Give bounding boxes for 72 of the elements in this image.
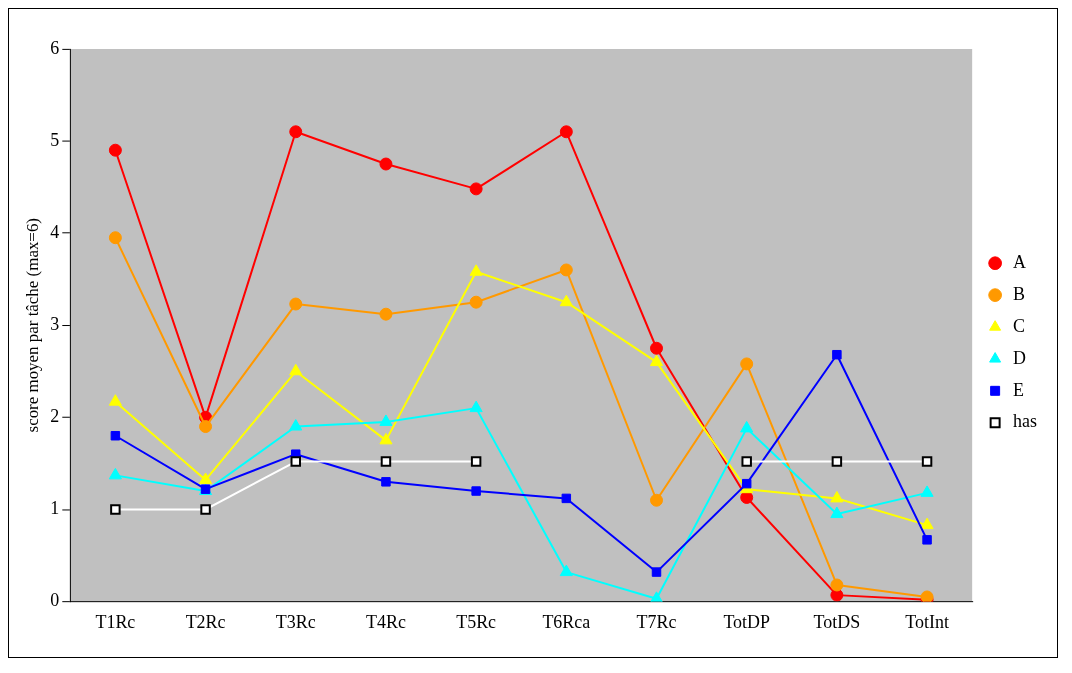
point bbox=[559, 263, 573, 277]
point bbox=[469, 264, 483, 276]
point bbox=[650, 493, 663, 507]
point bbox=[108, 143, 122, 157]
x-tick-label: T2Rc bbox=[185, 612, 226, 633]
y-tick-label: 4 bbox=[50, 221, 60, 242]
y-tick-label: 3 bbox=[50, 313, 60, 334]
y-tick-label: 0 bbox=[50, 590, 60, 611]
point bbox=[469, 182, 483, 196]
point bbox=[289, 363, 303, 376]
point bbox=[380, 456, 392, 467]
x-tick-label: T3Rc bbox=[275, 612, 316, 633]
point bbox=[561, 493, 572, 504]
legend-label: D bbox=[1013, 347, 1027, 368]
point bbox=[740, 420, 754, 433]
point bbox=[649, 354, 664, 367]
point bbox=[108, 231, 122, 245]
point bbox=[650, 341, 663, 355]
y-tick-label: 5 bbox=[50, 129, 60, 150]
point bbox=[921, 456, 933, 467]
point bbox=[200, 504, 211, 515]
x-tick-label: TotDP bbox=[723, 612, 771, 633]
legend-label: has bbox=[1013, 411, 1038, 432]
point bbox=[830, 490, 844, 503]
point bbox=[740, 357, 754, 371]
point bbox=[290, 456, 301, 467]
point bbox=[559, 564, 573, 577]
point bbox=[108, 394, 122, 406]
point bbox=[469, 295, 483, 309]
point bbox=[108, 467, 122, 480]
y-axis-title: score moyen par tâche (max=6) bbox=[22, 217, 42, 433]
legend-label: B bbox=[1013, 283, 1026, 304]
x-tick-label: T4Rc bbox=[366, 612, 406, 633]
point bbox=[559, 294, 573, 307]
point bbox=[741, 478, 752, 489]
point bbox=[831, 456, 843, 467]
point bbox=[289, 297, 303, 311]
x-tick-label: T5Rc bbox=[456, 612, 497, 633]
point bbox=[379, 432, 393, 445]
legend-label: A bbox=[1013, 251, 1027, 272]
point bbox=[470, 456, 482, 467]
point bbox=[651, 567, 662, 577]
point bbox=[830, 506, 844, 519]
point bbox=[379, 414, 393, 426]
y-tick-label: 1 bbox=[50, 498, 60, 519]
point bbox=[741, 456, 752, 467]
point bbox=[199, 420, 213, 434]
point bbox=[289, 125, 303, 139]
point bbox=[920, 485, 934, 497]
x-tick-label: TotInt bbox=[905, 612, 949, 633]
point bbox=[832, 349, 842, 360]
point bbox=[110, 504, 121, 515]
x-tick-label: T1Rc bbox=[95, 612, 136, 633]
point bbox=[920, 517, 934, 530]
point bbox=[379, 157, 393, 171]
x-tick-label: T6Rca bbox=[542, 612, 591, 633]
y-tick-label: 6 bbox=[50, 37, 60, 58]
point bbox=[199, 472, 213, 484]
point bbox=[922, 535, 932, 545]
point bbox=[559, 125, 573, 139]
point bbox=[110, 431, 121, 441]
legend-label: C bbox=[1013, 315, 1026, 336]
point bbox=[381, 477, 391, 487]
legend-label: E bbox=[1013, 379, 1025, 400]
point bbox=[289, 419, 303, 431]
x-tick-label: TotDS bbox=[813, 612, 861, 633]
point bbox=[469, 400, 483, 413]
point bbox=[379, 307, 393, 321]
y-tick-label: 2 bbox=[50, 406, 60, 427]
point bbox=[471, 486, 481, 496]
x-tick-label: T7Rc bbox=[636, 612, 677, 633]
point bbox=[830, 578, 844, 592]
